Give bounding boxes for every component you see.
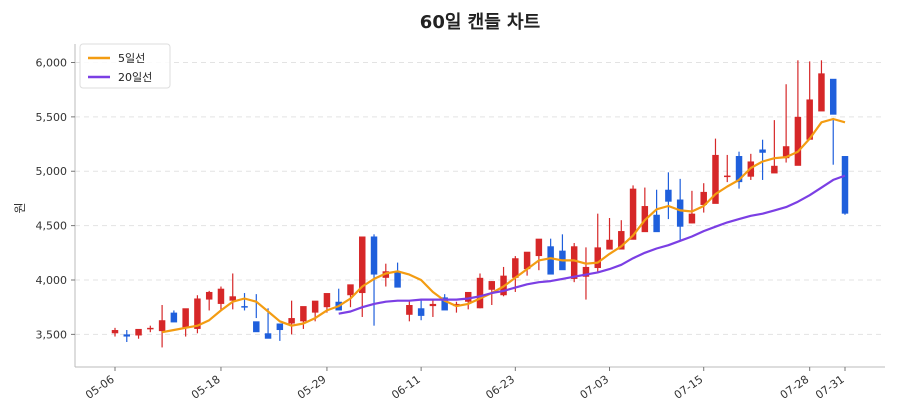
candle-body: [665, 189, 672, 202]
candle-body: [570, 246, 578, 279]
candle-body: [406, 305, 413, 315]
y-axis: 3,500 4,000 4,500 5,000 5,500 6,000: [36, 44, 76, 367]
legend-label-20: 20일선: [118, 70, 152, 84]
ma20-line: [338, 174, 846, 315]
candle-body: [523, 251, 531, 270]
candle-body: [229, 296, 236, 301]
candle-body: [370, 236, 378, 275]
grid-lines: [75, 61, 885, 335]
y-tick-label: 5,500: [36, 111, 68, 124]
x-tick-label: 07-28: [778, 373, 812, 402]
candle-body: [417, 308, 425, 316]
candle-body: [535, 238, 543, 257]
candle-body: [135, 328, 142, 336]
candle-body: [170, 312, 178, 323]
candle-body: [676, 199, 684, 227]
candle-body: [735, 156, 743, 183]
legend: 5일선 20일선: [79, 43, 171, 89]
ma5-line: [161, 117, 846, 334]
candle-body: [158, 320, 166, 332]
candle-body: [394, 272, 401, 288]
candle-body: [253, 321, 260, 333]
candle-body: [441, 297, 448, 311]
candle-body: [288, 318, 295, 324]
legend-label-5: 5일선: [118, 51, 145, 65]
y-tick-label: 5,000: [36, 165, 68, 178]
candle-body: [182, 308, 189, 328]
candle-body: [476, 277, 484, 309]
candle-body: [147, 327, 154, 330]
y-tick-label: 3,500: [36, 328, 68, 341]
candle-body: [276, 323, 284, 331]
candle-body: [700, 191, 707, 205]
candles: [111, 60, 849, 348]
candle-body: [311, 300, 319, 313]
y-tick-label: 4,500: [36, 220, 68, 233]
x-tick-label: 05-29: [295, 373, 329, 402]
x-tick-label: 07-03: [578, 373, 612, 402]
x-axis: 05-06 05-18 05-29 06-11 06-23 07-03 07-15 07-28…: [75, 366, 885, 402]
x-tick-label: 07-15: [672, 373, 706, 402]
candle-body: [217, 288, 225, 304]
x-tick-label: 06-11: [389, 373, 423, 402]
candle-body: [323, 293, 331, 308]
candle-body: [841, 156, 849, 214]
moving-average-lines: [161, 117, 846, 334]
x-tick-label: 07-31: [813, 373, 847, 402]
candle-body: [606, 239, 613, 250]
candle-body: [794, 116, 802, 166]
candle-body: [629, 188, 637, 240]
candle-body: [359, 236, 366, 294]
candle-body: [759, 149, 766, 153]
candle-body: [594, 247, 601, 269]
candle-body: [547, 246, 554, 275]
candle-body: [123, 334, 131, 337]
candle-body: [782, 146, 790, 159]
candle-body: [347, 284, 354, 296]
candle-body: [512, 258, 519, 278]
candle-body: [111, 330, 119, 334]
candle-body: [429, 303, 437, 307]
chart-title: 60일 캔들 차트: [420, 12, 540, 33]
candle-body: [582, 266, 590, 277]
candle-body: [653, 214, 660, 233]
candle-body: [488, 281, 496, 290]
candle-body: [829, 78, 837, 115]
candle-body: [712, 154, 719, 204]
candle-body: [806, 99, 813, 140]
candle-body: [724, 175, 731, 178]
y-axis-label: 원: [13, 202, 27, 213]
y-tick-label: 6,000: [36, 56, 68, 69]
candle-body: [194, 298, 201, 329]
candle-body: [300, 306, 307, 322]
x-tick-label: 05-18: [189, 373, 223, 402]
candle-body: [205, 291, 213, 300]
x-tick-label: 06-23: [483, 373, 517, 402]
candle-body: [618, 231, 625, 250]
y-tick-label: 4,000: [36, 274, 68, 287]
candle-body: [771, 165, 778, 174]
candle-body: [241, 306, 248, 308]
candle-body: [688, 213, 696, 224]
candle-body: [818, 73, 825, 112]
candle-body: [264, 333, 272, 339]
candle-body: [464, 291, 472, 302]
x-tick-label: 05-06: [83, 373, 117, 402]
